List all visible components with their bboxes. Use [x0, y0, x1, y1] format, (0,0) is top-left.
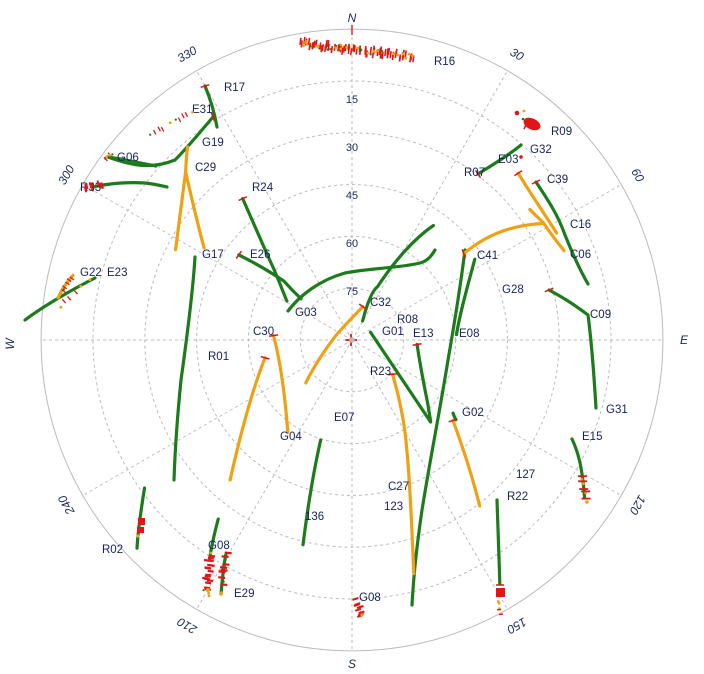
svg-text:R09: R09	[551, 126, 572, 138]
svg-text:330: 330	[175, 43, 200, 65]
svg-text:45: 45	[346, 190, 358, 202]
svg-text:R07: R07	[464, 167, 485, 179]
svg-text:G08: G08	[359, 592, 381, 604]
svg-text:G02: G02	[462, 407, 484, 419]
svg-text:S: S	[348, 657, 356, 671]
svg-text:C27: C27	[388, 481, 409, 493]
svg-text:60: 60	[346, 238, 358, 250]
svg-text:G03: G03	[295, 307, 317, 319]
svg-text:C09: C09	[590, 309, 611, 321]
svg-text:C06: C06	[570, 249, 591, 261]
svg-text:E29: E29	[234, 588, 254, 600]
svg-text:E26: E26	[250, 249, 270, 261]
svg-text:G08: G08	[208, 540, 230, 552]
svg-text:E31: E31	[192, 104, 212, 116]
svg-text:123: 123	[384, 501, 403, 513]
svg-text:C16: C16	[570, 219, 591, 231]
svg-text:G06: G06	[117, 152, 139, 164]
svg-text:136: 136	[305, 511, 324, 523]
svg-text:C39: C39	[547, 174, 568, 186]
svg-text:R22: R22	[507, 491, 528, 503]
svg-text:E03: E03	[498, 154, 518, 166]
svg-text:C32: C32	[370, 297, 391, 309]
svg-text:30: 30	[508, 45, 527, 64]
svg-text:300: 300	[55, 163, 77, 188]
svg-text:210: 210	[175, 614, 200, 637]
svg-text:30: 30	[346, 142, 358, 154]
svg-text:E13: E13	[413, 328, 433, 340]
svg-text:E08: E08	[459, 328, 479, 340]
svg-text:127: 127	[516, 469, 535, 481]
svg-text:E15: E15	[582, 431, 602, 443]
svg-text:R16: R16	[434, 56, 455, 68]
svg-text:G28: G28	[502, 284, 524, 296]
svg-text:G19: G19	[202, 137, 224, 149]
svg-text:240: 240	[55, 493, 78, 518]
svg-text:C29: C29	[195, 162, 216, 174]
svg-text:W: W	[3, 337, 17, 350]
svg-text:E: E	[680, 333, 689, 347]
svg-text:R02: R02	[102, 544, 123, 556]
svg-text:G01: G01	[382, 326, 404, 338]
svg-text:R01: R01	[208, 351, 229, 363]
svg-text:G22: G22	[80, 267, 102, 279]
svg-text:R08: R08	[397, 314, 418, 326]
svg-text:60: 60	[628, 166, 647, 185]
svg-text:N: N	[348, 11, 357, 25]
svg-text:120: 120	[626, 493, 648, 518]
svg-text:C41: C41	[477, 250, 498, 262]
svg-text:G32: G32	[530, 144, 552, 156]
svg-text:G04: G04	[280, 431, 302, 443]
svg-text:R24: R24	[252, 182, 274, 194]
svg-text:G17: G17	[202, 249, 224, 261]
svg-text:E07: E07	[334, 412, 354, 424]
svg-text:R23: R23	[370, 366, 391, 378]
svg-text:15: 15	[346, 94, 358, 106]
svg-text:G31: G31	[606, 404, 628, 416]
svg-text:R17: R17	[224, 82, 245, 94]
svg-text:150: 150	[504, 615, 529, 637]
svg-text:E23: E23	[107, 267, 127, 279]
svg-text:C30: C30	[253, 326, 274, 338]
svg-text:75: 75	[346, 286, 358, 298]
